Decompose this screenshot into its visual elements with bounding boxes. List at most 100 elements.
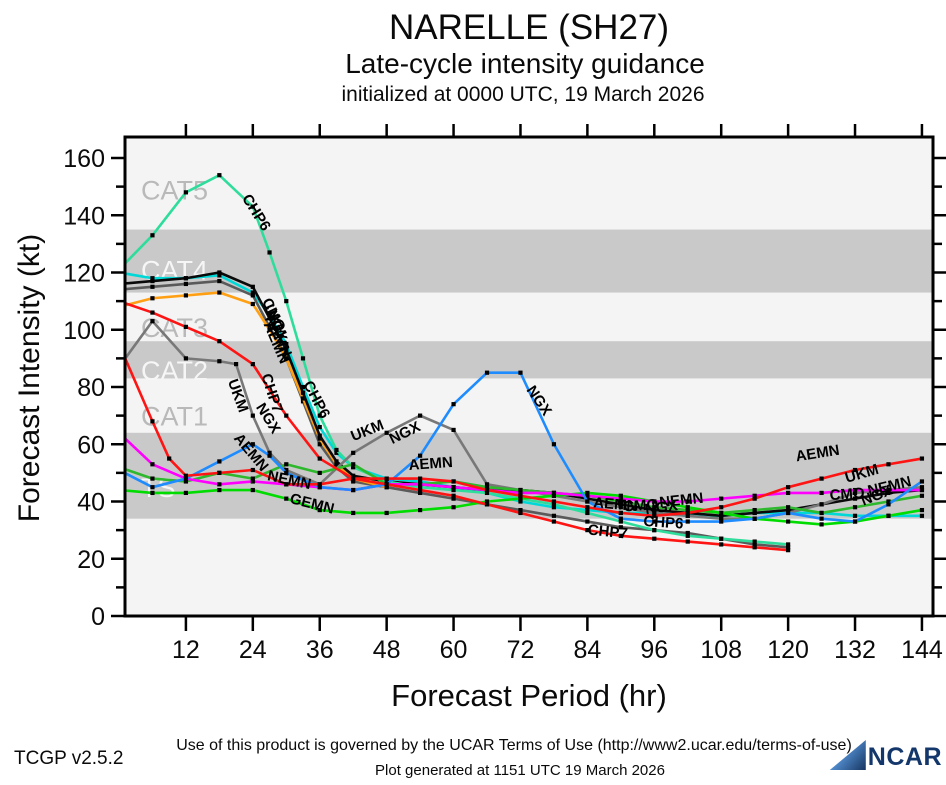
data-point — [652, 528, 657, 533]
data-point — [183, 479, 189, 484]
data-point — [351, 462, 356, 467]
ncar-logo-text: NCAR — [867, 743, 942, 771]
data-point — [284, 496, 289, 501]
data-point — [117, 488, 121, 492]
data-point — [217, 278, 222, 284]
data-point — [317, 436, 322, 441]
data-point — [652, 513, 657, 518]
x-tick-label: 120 — [767, 636, 809, 664]
data-point — [418, 482, 423, 487]
x-tick-label: 96 — [640, 636, 668, 664]
data-point — [685, 505, 690, 510]
data-point — [451, 479, 456, 484]
data-point — [752, 545, 757, 550]
data-point — [267, 313, 272, 318]
data-point — [300, 390, 306, 395]
data-point — [551, 493, 557, 498]
line-label-CHP6: CHP6 — [643, 513, 684, 533]
data-point — [518, 496, 523, 501]
series-line-ngx — [125, 371, 923, 523]
y-tick-label: 160 — [63, 145, 105, 173]
data-point — [117, 288, 121, 292]
data-point — [585, 505, 590, 510]
data-point — [150, 419, 155, 424]
data-point — [618, 533, 623, 538]
data-point — [217, 487, 222, 493]
data-point — [652, 507, 657, 513]
line-label-AEMN: AEMN — [593, 494, 638, 515]
data-point — [351, 465, 356, 470]
data-point — [217, 359, 222, 364]
data-point — [484, 499, 490, 504]
category-label-CAT5: CAT5 — [141, 175, 208, 205]
data-point — [719, 496, 724, 501]
data-point — [585, 496, 590, 501]
data-point — [685, 539, 690, 544]
ncar-logo: NCAR — [829, 740, 942, 771]
ncar-logo-swoosh-icon — [829, 740, 866, 770]
y-tick-label: 140 — [63, 202, 105, 230]
data-point — [384, 476, 389, 481]
data-point — [418, 453, 423, 458]
data-point — [819, 476, 824, 481]
data-point — [250, 301, 255, 307]
data-point — [418, 485, 423, 490]
data-point — [719, 510, 724, 516]
data-point — [117, 465, 121, 469]
data-point — [551, 513, 557, 518]
generated-timestamp: Plot generated at 1151 UTC 19 March 2026 — [375, 762, 665, 779]
data-point — [852, 467, 858, 473]
data-point — [300, 356, 306, 361]
data-point — [351, 473, 356, 478]
line-label-CMO: CMO — [829, 485, 865, 504]
data-point — [284, 299, 289, 304]
data-point — [518, 499, 523, 504]
data-point — [551, 519, 557, 524]
data-point — [267, 250, 272, 255]
data-point — [585, 499, 590, 504]
data-point — [618, 505, 623, 510]
data-point — [652, 505, 657, 510]
data-point — [117, 305, 121, 309]
data-point — [117, 468, 121, 472]
data-point — [150, 284, 155, 289]
data-point — [317, 424, 322, 430]
data-point — [384, 485, 389, 490]
data-point — [551, 505, 557, 510]
data-point — [685, 530, 690, 536]
data-point — [919, 456, 925, 461]
data-point — [752, 507, 757, 513]
data-point — [284, 470, 289, 475]
data-point — [300, 396, 306, 401]
data-point — [317, 433, 322, 438]
series-group — [117, 173, 925, 553]
x-tick-label: 84 — [573, 636, 601, 664]
data-point — [117, 268, 121, 272]
data-point — [518, 487, 523, 493]
data-point — [886, 487, 891, 493]
data-point — [618, 525, 623, 530]
y-tick-label: 100 — [63, 317, 105, 345]
data-point — [150, 462, 155, 467]
data-point — [250, 487, 255, 493]
data-point — [852, 505, 858, 510]
data-point — [819, 490, 824, 496]
data-point — [652, 499, 657, 504]
data-point — [217, 173, 222, 178]
line-label-CHP7: CHP7 — [587, 521, 629, 542]
data-point — [618, 493, 623, 498]
data-point — [618, 499, 623, 504]
data-point — [618, 519, 623, 524]
data-point — [418, 413, 423, 418]
data-point — [585, 490, 590, 496]
data-point — [250, 476, 255, 481]
data-point — [418, 487, 423, 493]
data-point — [719, 516, 724, 521]
data-point — [384, 510, 389, 516]
data-point — [317, 442, 322, 447]
data-point — [819, 502, 824, 507]
data-point — [317, 482, 322, 487]
data-point — [150, 490, 155, 496]
data-point — [217, 290, 222, 295]
